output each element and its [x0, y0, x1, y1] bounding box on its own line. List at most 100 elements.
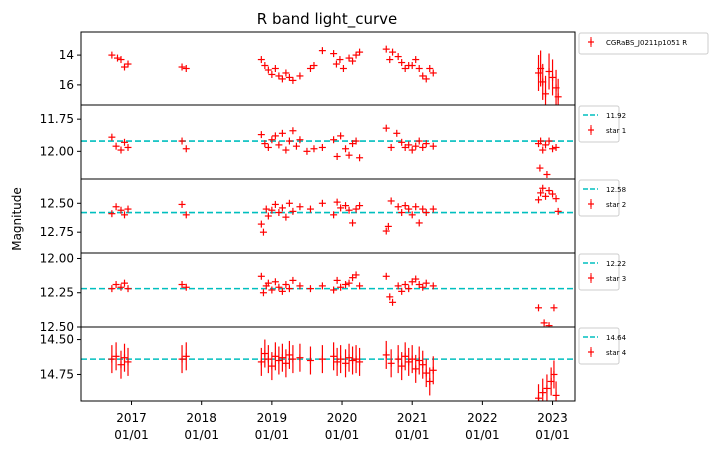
x-tick-date: 01/01	[255, 428, 290, 442]
data-point	[401, 281, 409, 289]
data-point	[318, 143, 326, 151]
data-point	[419, 143, 427, 151]
data-point	[278, 75, 286, 83]
data-point	[268, 206, 276, 214]
x-tick-date: 01/01	[395, 428, 430, 442]
data-point	[540, 319, 548, 327]
data-point	[398, 138, 406, 146]
y-tick-label: 14.75	[40, 367, 74, 381]
plot-area	[81, 124, 575, 178]
data-point	[259, 289, 267, 297]
data-point	[124, 205, 132, 213]
data-point	[303, 147, 311, 155]
data-point	[259, 228, 267, 236]
data-point	[275, 72, 283, 80]
x-tick-year: 2019	[257, 411, 288, 425]
panel-2: 11.75 12.00 11.92 star 1	[40, 104, 626, 180]
y-axis-ticks: 14.50 14.75	[40, 333, 81, 381]
data-point	[318, 282, 326, 290]
data-point	[182, 283, 190, 291]
x-tick-date: 01/01	[325, 428, 360, 442]
data-point	[535, 304, 543, 312]
y-axis-ticks: 12.00 12.25 12.50	[40, 251, 81, 334]
panel-frame	[80, 178, 576, 254]
data-point	[356, 202, 364, 210]
plot-area	[81, 184, 575, 236]
data-point	[352, 205, 360, 213]
data-point	[330, 211, 338, 219]
y-tick-label: 14.50	[40, 333, 74, 347]
data-point	[345, 54, 353, 62]
data-point	[112, 281, 120, 289]
y-tick-label: 16	[59, 78, 74, 92]
data-point	[275, 141, 283, 149]
data-point	[306, 205, 314, 213]
data-point	[112, 142, 120, 150]
data-point	[278, 204, 286, 212]
panel-frame	[80, 252, 576, 328]
data-point	[401, 143, 409, 151]
data-point	[342, 202, 350, 210]
panel-3: 12.50 12.75 12.58 star 2	[40, 178, 626, 254]
data-point	[310, 145, 318, 153]
data-point	[124, 285, 132, 293]
legend-box	[578, 327, 620, 365]
legend-label: CGRaBS_J0211p1051 R	[606, 39, 687, 47]
data-point	[278, 287, 286, 295]
data-point	[386, 56, 394, 64]
data-point	[537, 137, 545, 145]
data-point	[268, 286, 276, 294]
data-point	[306, 285, 314, 293]
data-point	[542, 141, 550, 149]
legend-3: 12.58 star 2	[578, 179, 626, 217]
data-point	[429, 282, 437, 290]
data-point	[419, 72, 427, 80]
y-tick-label: 12.25	[40, 286, 74, 300]
data-point	[405, 205, 413, 213]
data-point	[349, 274, 357, 282]
data-point	[289, 207, 297, 215]
data-point	[257, 220, 265, 228]
data-point	[394, 53, 402, 61]
y-axis-ticks: 11.75 12.00	[40, 112, 81, 158]
data-point	[356, 48, 364, 56]
legend-5: 14.64 star 4	[578, 327, 627, 365]
data-point	[412, 56, 420, 64]
data-point	[257, 56, 265, 64]
y-axis-ticks: 14 16	[59, 48, 81, 92]
data-point	[545, 187, 553, 195]
legend-box	[578, 179, 620, 217]
data-point	[182, 145, 190, 153]
data-point	[330, 286, 338, 294]
data-point	[339, 65, 347, 72]
x-tick-year: 2020	[327, 411, 358, 425]
data-point	[261, 140, 269, 148]
data-point	[389, 48, 397, 56]
data-point	[349, 140, 357, 148]
data-point	[178, 63, 186, 71]
data-point	[387, 143, 395, 151]
data-point	[419, 283, 427, 291]
x-tick-date: 01/01	[184, 428, 219, 442]
data-point	[429, 205, 437, 213]
x-axis: 2017 01/01 2018 01/01 2019 01/01 2020 01/01 2021…	[114, 401, 570, 442]
data-point	[415, 219, 423, 227]
data-point	[352, 271, 360, 279]
data-point	[282, 281, 290, 289]
data-point	[275, 283, 283, 291]
data-point	[289, 127, 297, 135]
y-tick-label: 12.50	[40, 196, 74, 210]
data-point	[271, 132, 279, 140]
data-point	[415, 281, 423, 289]
data-point	[282, 146, 290, 154]
legend-box	[578, 253, 620, 291]
data-point	[405, 141, 413, 149]
data-point	[271, 200, 279, 208]
legend-label: 11.92	[606, 112, 626, 120]
x-tick-year: 2018	[186, 411, 217, 425]
panel-frame	[80, 326, 576, 402]
data-point	[552, 143, 560, 151]
legend-label: 12.22	[606, 260, 626, 268]
data-point	[268, 70, 276, 78]
data-point	[422, 140, 430, 148]
